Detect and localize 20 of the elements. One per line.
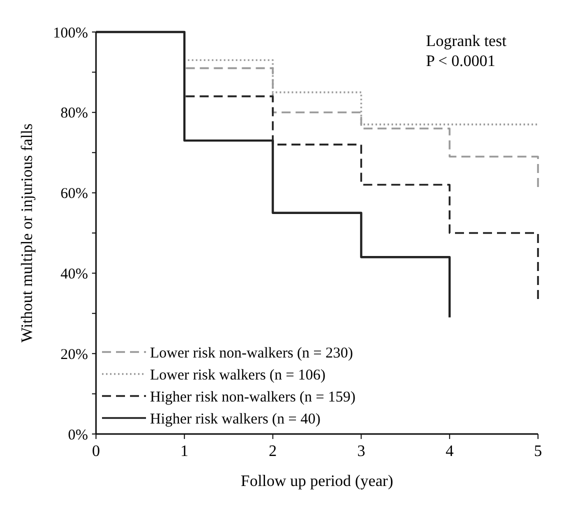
legend-label: Higher risk walkers (n = 40)	[150, 411, 321, 428]
annotation: Logrank test	[426, 33, 507, 50]
y-tick-label: 0%	[68, 427, 88, 444]
x-tick-label: 0	[92, 443, 100, 460]
x-tick-label: 4	[446, 443, 454, 460]
y-tick-label: 60%	[60, 186, 88, 202]
y-tick-label: 100%	[53, 25, 88, 42]
x-tick-label: 3	[357, 443, 366, 460]
x-tick-label: 5	[534, 443, 542, 460]
legend-label: Lower risk non-walkers (n = 230)	[150, 345, 353, 362]
y-axis-title: Without multiple or injurious falls	[19, 124, 36, 342]
x-axis-title: Follow up period (year)	[240, 473, 394, 490]
y-tick-label: 40%	[60, 266, 88, 282]
legend-label: Lower risk walkers (n = 106)	[150, 367, 326, 384]
y-tick-label: 80%	[60, 106, 88, 122]
legend-label: Higher risk non-walkers (n = 159)	[150, 389, 356, 406]
x-tick-label: 2	[268, 443, 277, 460]
annotation: P < 0.0001	[426, 53, 496, 70]
x-tick-label: 1	[180, 443, 188, 460]
y-tick-label: 20%	[60, 346, 88, 363]
